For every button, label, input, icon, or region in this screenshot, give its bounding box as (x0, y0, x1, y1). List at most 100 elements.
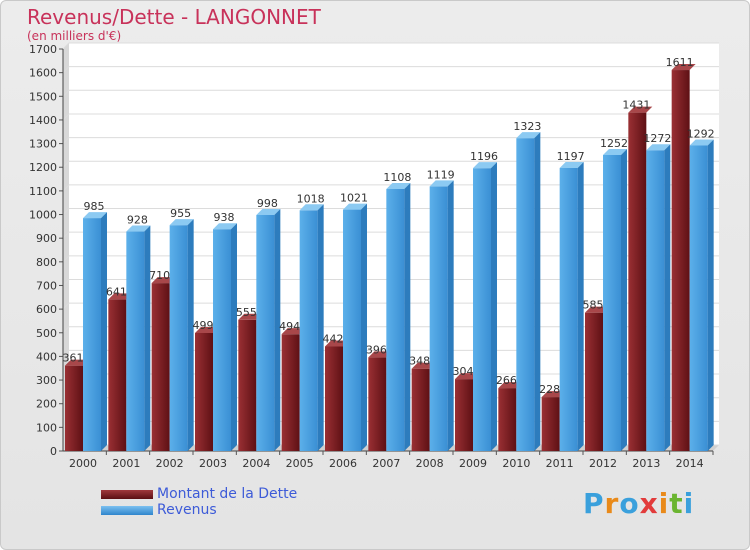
y-tick-label: 1700 (29, 43, 57, 56)
gridline-depth (62, 113, 70, 121)
data-label-revenus: 1272 (643, 132, 671, 145)
data-label-revenus: 985 (84, 200, 105, 213)
gridline-depth (62, 326, 70, 334)
bar-dette (498, 388, 517, 451)
gridline-depth (62, 42, 70, 50)
bar-revenus-top (343, 203, 367, 210)
bar-revenus (646, 150, 665, 451)
bar-revenus-side (577, 161, 584, 451)
logo-letter: x (639, 487, 659, 520)
data-label-dette: 585 (583, 299, 604, 312)
gridline-depth (62, 350, 70, 357)
y-tick-label: 800 (36, 256, 57, 269)
legend-label-revenus: Revenus (157, 502, 217, 518)
data-label-dette: 641 (106, 285, 127, 298)
bar-dette (455, 379, 473, 451)
legend-label-dette: Montant de la Dette (157, 486, 298, 502)
y-tick-label: 0 (50, 445, 57, 458)
data-label-dette: 396 (366, 343, 387, 356)
gridline-depth (62, 184, 70, 192)
y-tick-label: 200 (36, 398, 57, 411)
data-label-revenus: 1119 (427, 168, 455, 181)
x-tick-label: 2006 (329, 457, 357, 470)
chart-subtitle: (en milliers d'€) (27, 29, 122, 43)
logo-letter: t (669, 487, 684, 520)
x-tick-label: 2002 (156, 457, 184, 470)
gridline-depth (62, 160, 70, 168)
y-tick-label: 400 (36, 350, 57, 363)
data-label-revenus: 1323 (513, 120, 541, 133)
bar-revenus (169, 225, 188, 451)
bar-revenus-top (646, 144, 671, 151)
bar-revenus-side (707, 139, 714, 452)
y-tick-label: 300 (36, 374, 57, 387)
gridline-depth (62, 231, 70, 239)
data-label-dette: 228 (539, 383, 560, 396)
bar-revenus (473, 168, 491, 451)
bar-revenus (689, 145, 708, 452)
bar-revenus-side (101, 212, 107, 451)
bar-revenus-side (404, 182, 411, 451)
y-tick-label: 1400 (29, 114, 57, 127)
bar-revenus-top (603, 148, 627, 155)
y-tick-label: 1500 (29, 90, 57, 103)
data-label-dette: 710 (149, 269, 170, 282)
data-label-revenus: 998 (257, 197, 278, 210)
bar-revenus-top (169, 219, 194, 226)
legend-swatch-dette (101, 490, 153, 499)
bar-revenus (256, 215, 275, 451)
bar-revenus (559, 167, 578, 451)
proxiti-logo: Proxiti (583, 487, 694, 520)
data-label-dette: 494 (279, 320, 300, 333)
bar-revenus-side (621, 148, 627, 451)
bar-dette (368, 357, 387, 451)
bar-revenus-side (274, 209, 281, 451)
bar-revenus (429, 186, 448, 451)
data-label-dette: 1611 (666, 56, 694, 69)
gridline-depth (62, 137, 70, 144)
data-label-revenus: 1292 (687, 127, 715, 140)
data-label-dette: 555 (236, 306, 257, 319)
y-tick-label: 500 (36, 327, 57, 340)
x-tick-label: 2007 (372, 457, 400, 470)
data-label-revenus: 1196 (470, 150, 498, 163)
bar-revenus-top (689, 139, 714, 146)
logo-letter: o (619, 487, 640, 520)
bar-revenus-side (534, 132, 541, 451)
data-label-dette: 348 (409, 355, 430, 368)
data-label-dette: 304 (453, 365, 474, 378)
data-label-dette: 442 (323, 332, 344, 345)
x-tick-label: 2000 (69, 457, 97, 470)
bar-dette-top (628, 106, 653, 113)
data-label-revenus: 955 (170, 207, 191, 220)
logo-letter: P (583, 487, 605, 520)
bar-revenus-top (256, 209, 281, 216)
gridline-depth (62, 66, 70, 74)
data-label-revenus: 1108 (383, 171, 411, 184)
y-tick-label: 900 (36, 232, 57, 245)
gridline-depth (62, 302, 70, 310)
data-label-dette: 361 (63, 352, 84, 365)
data-label-dette: 266 (496, 374, 517, 387)
bar-revenus-top (473, 162, 497, 169)
bar-revenus-side (361, 203, 367, 451)
logo-letter: r (604, 487, 620, 520)
bar-revenus-top (299, 204, 324, 211)
x-tick-label: 2001 (112, 457, 140, 470)
x-tick-label: 2004 (242, 457, 270, 470)
chart-title: Revenus/Dette - LANGONNET (27, 5, 321, 29)
bar-revenus-top (429, 180, 454, 187)
gridline-depth (62, 208, 70, 215)
bar-dette (65, 365, 83, 451)
bar-revenus (126, 231, 145, 451)
y-tick-label: 1300 (29, 138, 57, 151)
gridline-depth (62, 255, 70, 263)
x-tick-label: 2005 (286, 457, 314, 470)
y-tick-label: 1000 (29, 209, 57, 222)
x-tick-label: 2013 (632, 457, 660, 470)
bar-revenus-top (126, 225, 151, 232)
bar-revenus-top (516, 132, 541, 139)
data-label-revenus: 928 (127, 214, 148, 227)
